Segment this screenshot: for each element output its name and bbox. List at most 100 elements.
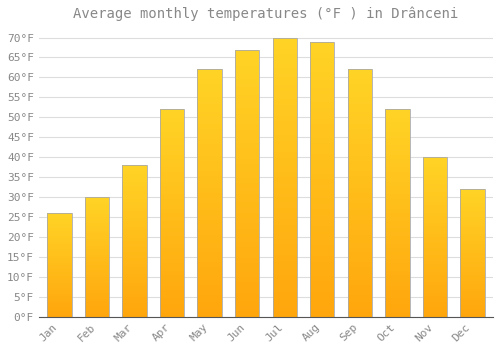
Bar <box>272 133 297 135</box>
Bar <box>198 265 222 267</box>
Bar <box>272 297 297 300</box>
Bar <box>48 271 72 272</box>
Bar <box>122 232 146 233</box>
Bar <box>160 234 184 236</box>
Bar <box>272 163 297 166</box>
Bar <box>85 268 109 269</box>
Bar <box>460 215 484 216</box>
Bar <box>48 295 72 296</box>
Bar <box>422 266 447 267</box>
Bar <box>160 134 184 136</box>
Bar <box>460 252 484 253</box>
Bar <box>48 314 72 315</box>
Bar <box>235 215 260 218</box>
Bar <box>235 285 260 287</box>
Bar <box>48 267 72 268</box>
Bar <box>160 128 184 130</box>
Bar <box>198 121 222 124</box>
Bar <box>348 265 372 267</box>
Bar <box>160 310 184 313</box>
Bar <box>198 208 222 210</box>
Bar <box>348 280 372 282</box>
Bar <box>48 234 72 235</box>
Bar <box>310 127 334 130</box>
Bar <box>160 201 184 203</box>
Bar <box>385 203 409 205</box>
Bar <box>85 217 109 219</box>
Bar <box>385 186 409 188</box>
Bar <box>198 215 222 218</box>
Bar <box>235 191 260 194</box>
Bar <box>85 279 109 280</box>
Bar <box>198 97 222 99</box>
Bar <box>198 289 222 292</box>
Bar <box>422 315 447 317</box>
Bar <box>460 222 484 224</box>
Bar <box>48 253 72 254</box>
Bar <box>235 68 260 71</box>
Bar <box>460 212 484 214</box>
Bar <box>160 254 184 257</box>
Bar <box>385 194 409 196</box>
Bar <box>85 254 109 256</box>
Bar <box>160 315 184 317</box>
Bar <box>235 119 260 122</box>
Bar <box>235 140 260 143</box>
Bar <box>460 272 484 273</box>
Bar <box>272 152 297 155</box>
Bar <box>122 302 146 303</box>
Bar <box>460 277 484 279</box>
Bar <box>460 296 484 298</box>
Bar <box>385 109 409 111</box>
Bar <box>272 222 297 225</box>
Bar <box>348 89 372 92</box>
Bar <box>310 295 334 298</box>
Bar <box>122 197 146 198</box>
Bar <box>385 315 409 317</box>
Bar <box>235 269 260 271</box>
Title: Average monthly temperatures (°F ) in Drânceni: Average monthly temperatures (°F ) in Dr… <box>74 7 458 21</box>
Bar <box>198 94 222 97</box>
Bar <box>160 109 184 111</box>
Bar <box>385 296 409 298</box>
Bar <box>48 233 72 234</box>
Bar <box>272 286 297 289</box>
Bar <box>460 291 484 293</box>
Bar <box>348 109 372 112</box>
Bar <box>48 292 72 293</box>
Bar <box>198 201 222 203</box>
Bar <box>198 99 222 102</box>
Bar <box>310 146 334 149</box>
Bar <box>460 298 484 299</box>
Bar <box>122 297 146 299</box>
Bar <box>310 124 334 127</box>
Bar <box>422 258 447 259</box>
Bar <box>235 298 260 301</box>
Bar <box>160 120 184 122</box>
Bar <box>85 262 109 263</box>
Bar <box>122 288 146 289</box>
Bar <box>160 205 184 207</box>
Bar <box>122 291 146 293</box>
Bar <box>48 280 72 281</box>
Bar <box>198 309 222 312</box>
Bar <box>235 186 260 189</box>
Bar <box>235 295 260 298</box>
Bar <box>385 232 409 234</box>
Bar <box>460 259 484 261</box>
Bar <box>385 132 409 134</box>
Bar <box>85 305 109 306</box>
Bar <box>122 270 146 271</box>
Bar <box>272 225 297 228</box>
Bar <box>122 206 146 208</box>
Bar <box>160 161 184 163</box>
Bar <box>460 271 484 272</box>
Bar <box>272 289 297 292</box>
Bar <box>122 176 146 177</box>
Bar <box>160 273 184 275</box>
Bar <box>160 244 184 246</box>
Bar <box>198 295 222 297</box>
Bar <box>235 234 260 237</box>
Bar <box>122 294 146 296</box>
Bar <box>385 238 409 240</box>
